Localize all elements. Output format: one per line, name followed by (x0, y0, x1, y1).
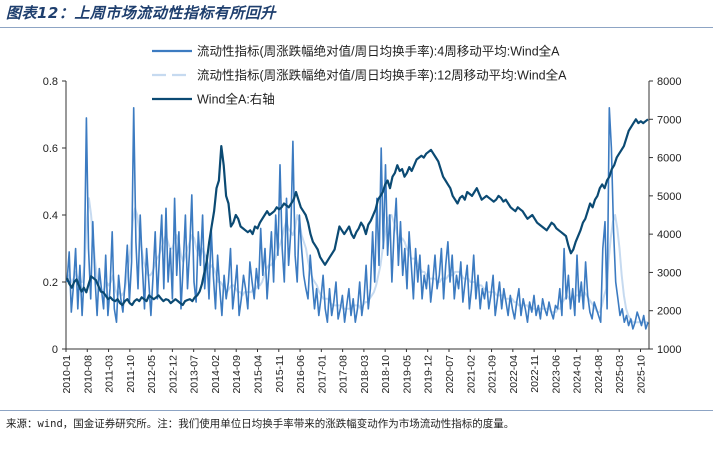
x-tick-label: 2018-03 (359, 355, 371, 394)
x-tick-label: 2021-09 (487, 355, 499, 394)
left-tick-label: 0.6 (43, 143, 58, 155)
right-tick-label: 4000 (657, 229, 681, 241)
x-tick-label: 2014-09 (231, 355, 243, 394)
left-tick-label: 0.2 (43, 277, 58, 289)
title-divider (0, 27, 713, 28)
x-tick-label: 2020-07 (444, 355, 456, 394)
x-tick-label: 2012-05 (146, 355, 158, 394)
x-tick-label: 2019-05 (401, 355, 413, 394)
x-tick-label: 2017-08 (338, 355, 350, 394)
source-note: 来源：wind，国金证券研究所。注：我们使用单位日均换手率带来的涨跌幅变动作为市… (6, 418, 515, 430)
x-tick-label: 2025-10 (635, 355, 647, 394)
legend-label-1: 流动性指标(周涨跌幅绝对值/周日均换手率):4周移动平均:Wind全A (197, 44, 560, 59)
source-divider (0, 410, 713, 411)
left-tick-label: 0.4 (43, 210, 58, 222)
series-index-line (65, 118, 649, 307)
x-tick-label: 2011-03 (104, 355, 116, 393)
x-tick-label: 2014-02 (210, 355, 222, 394)
x-tick-label: 2011-10 (125, 355, 137, 393)
x-tick-label: 2010-01 (61, 355, 73, 394)
right-tick-label: 5000 (657, 191, 681, 203)
legend: 流动性指标(周涨跌幅绝对值/周日均换手率):4周移动平均:Wind全A 流动性指标… (152, 44, 567, 107)
chart: 流动性指标(周涨跌幅绝对值/周日均换手率):4周移动平均:Wind全A 流动性指标… (43, 44, 682, 394)
x-tick-label: 2024-08 (593, 355, 605, 394)
x-tick-label: 2010-08 (82, 355, 94, 394)
x-tick-label: 2022-11 (529, 355, 541, 393)
x-tick-label: 2015-11 (274, 355, 286, 393)
x-tick-label: 2022-04 (508, 355, 520, 394)
legend-label-3: Wind全A:右轴 (197, 92, 275, 107)
chart-title: 图表12：上周市场流动性指标有所回升 (6, 4, 276, 22)
x-tick-label: 2015-04 (252, 355, 264, 394)
x-tick-label: 2018-10 (380, 355, 392, 394)
x-tick-label: 2021-02 (465, 355, 477, 394)
axes: 0 0.2 0.4 0.6 0.8 1000 2000 3000 4000 5000 6000 700… (43, 76, 682, 394)
right-tick-label: 7000 (657, 114, 681, 126)
legend-label-2: 流动性指标(周涨跌幅绝对值/周日均换手率):12周移动平均:Wind全A (197, 68, 567, 83)
right-tick-label: 8000 (657, 76, 681, 88)
x-tick-label: 2019-12 (423, 355, 435, 394)
right-tick-label: 6000 (657, 153, 681, 165)
right-tick-label: 1000 (657, 344, 681, 356)
x-tick-label: 2012-12 (167, 355, 179, 394)
left-tick-label: 0 (52, 344, 58, 356)
right-tick-label: 3000 (657, 267, 681, 279)
right-tick-label: 2000 (657, 306, 681, 318)
x-tick-label: 2013-07 (189, 355, 201, 394)
series-ma4-line (66, 107, 649, 330)
x-tick-label: 2024-01 (572, 355, 584, 394)
plot-area (65, 107, 649, 330)
x-tick-label: 2023-06 (550, 355, 562, 394)
left-tick-label: 0.8 (43, 76, 58, 88)
x-tick-label: 2016-06 (295, 355, 307, 394)
x-tick-label: 2017-01 (316, 355, 328, 394)
x-tick-label: 2025-03 (614, 355, 626, 394)
